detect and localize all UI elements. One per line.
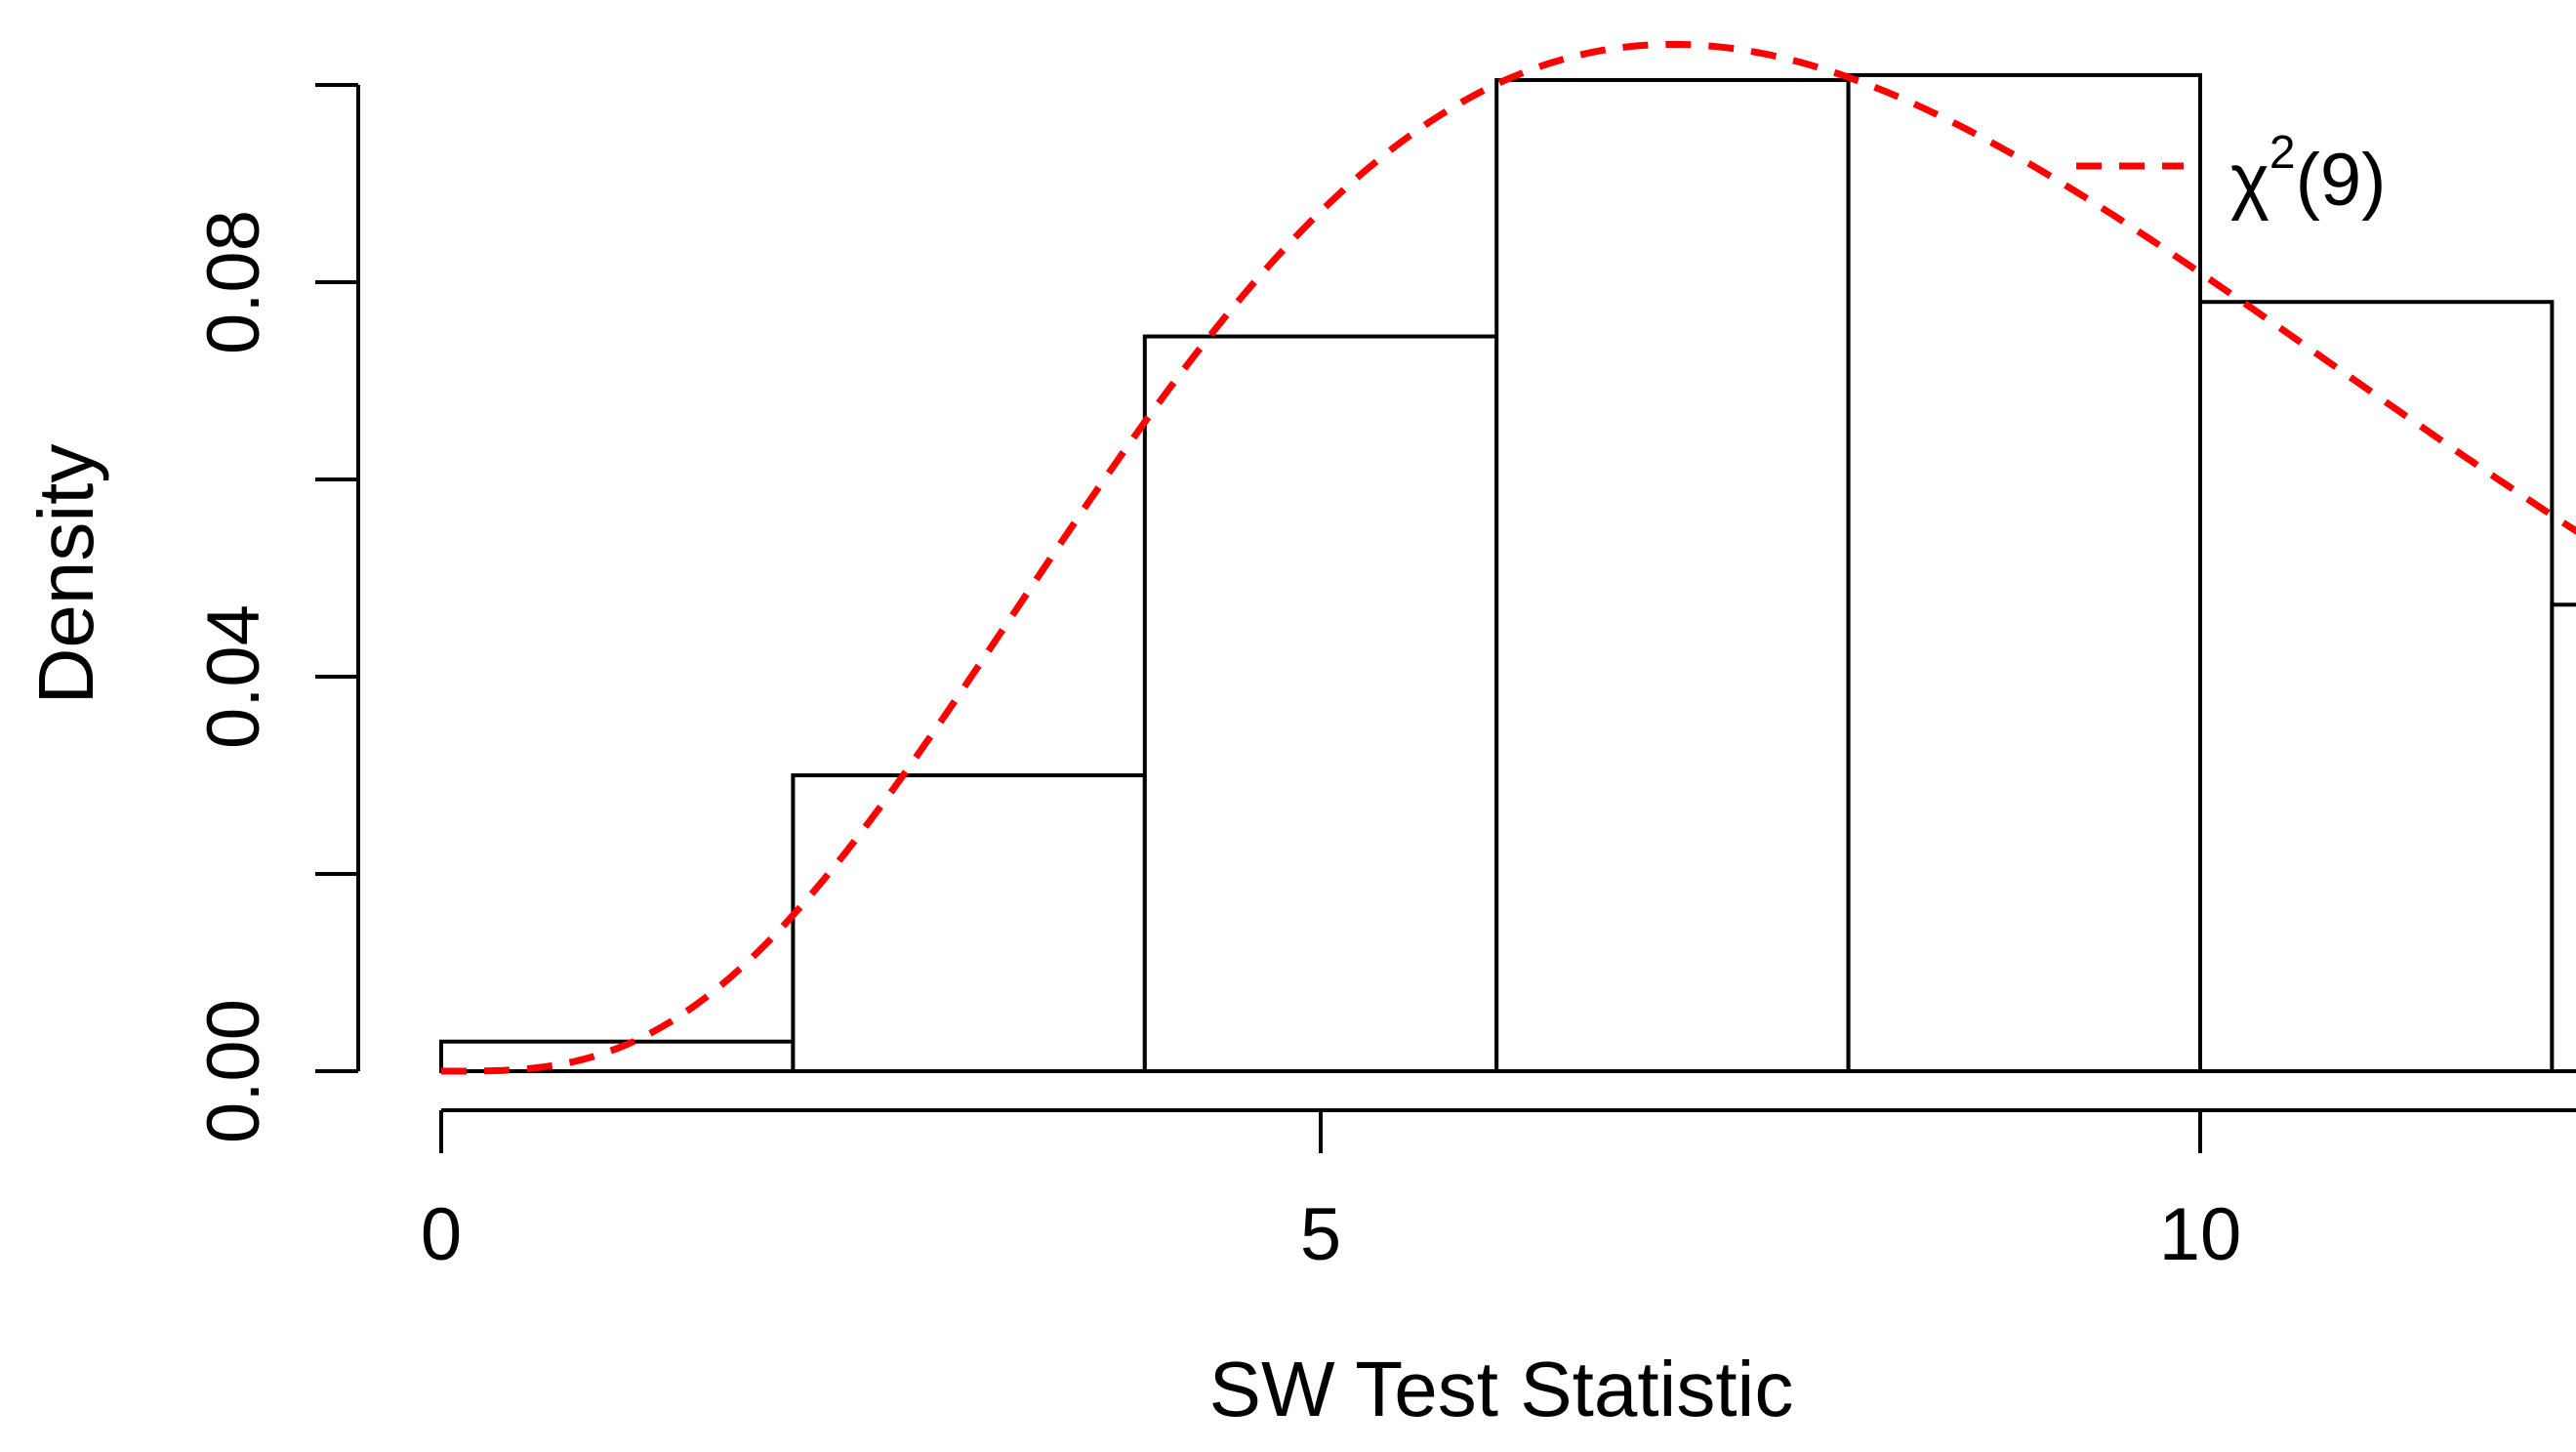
- histogram-bar: [1494, 77, 1851, 1073]
- chi-square-density-curve: [441, 40, 2576, 1075]
- y-tick-label: 0.04: [192, 604, 275, 749]
- y-axis-title: Density: [22, 444, 109, 705]
- y-axis: 0.00 0.04 0.08: [192, 83, 360, 1143]
- histogram-bar: [791, 773, 1147, 1073]
- legend-label: χ2(9): [2230, 127, 2387, 222]
- x-tick-label: 0: [421, 1193, 462, 1276]
- legend-suffix: (9): [2296, 139, 2387, 222]
- histogram-bar: [2198, 300, 2555, 1073]
- x-tick-label: 5: [1300, 1193, 1341, 1276]
- y-tick-label: 0.00: [192, 999, 275, 1143]
- histogram-bars: [439, 72, 2576, 1074]
- histogram-bar: [1846, 72, 2202, 1073]
- x-axis-title: SW Test Statistic: [1209, 1346, 1794, 1432]
- histogram-bar: [2550, 602, 2576, 1074]
- y-tick-label: 0.08: [192, 210, 275, 354]
- legend-superscript: 2: [2269, 127, 2296, 179]
- legend-symbol: χ: [2230, 139, 2269, 222]
- x-axis: 05101520: [421, 1108, 2576, 1276]
- x-tick-label: 10: [2159, 1193, 2242, 1276]
- histogram-bar: [1142, 334, 1499, 1073]
- legend: χ2(9): [2076, 127, 2387, 222]
